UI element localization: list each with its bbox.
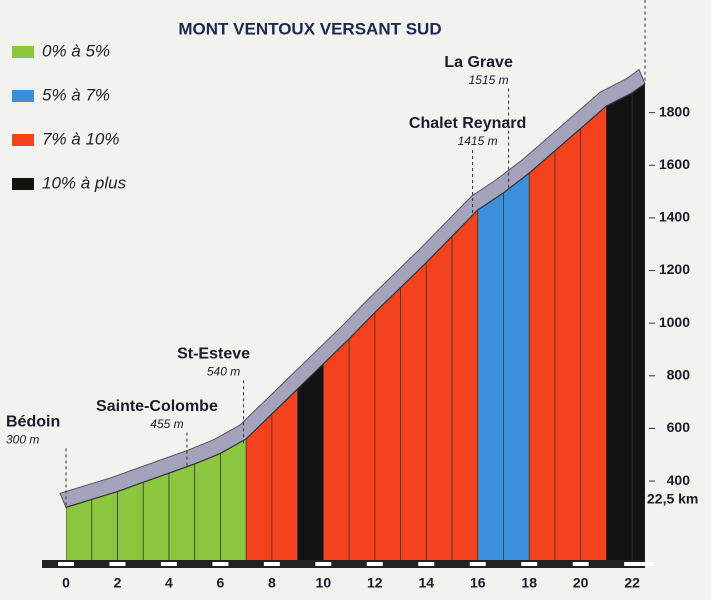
x-tick-mark	[637, 562, 653, 566]
annotation-elevation: 455 m	[150, 417, 183, 431]
legend-swatch	[12, 134, 34, 146]
annotation-elevation: 1515 m	[469, 73, 509, 87]
x-tick-mark	[521, 562, 538, 566]
x-tick-label: 4	[165, 575, 173, 591]
x-tick-label: 10	[316, 575, 332, 591]
y-tick-label: 1200	[659, 261, 690, 277]
annotation-elevation: 1415 m	[458, 134, 498, 148]
annotation-elevation: 540 m	[207, 364, 240, 378]
x-tick-label: 6	[217, 575, 225, 591]
legend-label: 7% à 10%	[42, 129, 120, 148]
gradient-segment	[529, 83, 607, 560]
legend-label: 5% à 7%	[42, 85, 110, 104]
y-tick-label: 400	[667, 472, 691, 488]
annotation-name: Sainte-Colombe	[96, 398, 218, 415]
x-tick-label: 12	[367, 575, 383, 591]
x-tick-mark	[315, 562, 332, 566]
x-tick-label: 18	[521, 575, 537, 591]
annotation-name: St-Esteve	[177, 345, 250, 362]
x-tick-mark	[418, 562, 435, 566]
x-tick-label: 0	[62, 575, 70, 591]
y-tick-label: 1600	[659, 156, 690, 172]
x-tick-mark	[212, 562, 229, 566]
x-tick-mark	[624, 562, 641, 566]
x-tick-label: 20	[573, 575, 589, 591]
y-tick-label: 1000	[659, 314, 690, 330]
x-tick-mark	[366, 562, 383, 566]
x-tick-label: 8	[268, 575, 276, 591]
x-tick-label: 22,5 km	[647, 491, 698, 507]
base-strip	[42, 560, 645, 568]
annotation-name: Chalet Reynard	[409, 115, 526, 132]
legend-label: 10% à plus	[42, 173, 127, 192]
x-tick-label: 2	[114, 575, 122, 591]
annotation-elevation: 300 m	[6, 433, 39, 447]
chart-title: MONT VENTOUX VERSANT SUD	[178, 19, 441, 38]
annotation-name: La Grave	[444, 54, 513, 71]
legend-swatch	[12, 178, 34, 190]
x-tick-mark	[263, 562, 280, 566]
x-tick-label: 14	[418, 575, 434, 591]
gradient-segment	[606, 83, 645, 560]
x-tick-mark	[109, 562, 126, 566]
x-tick-mark	[160, 562, 177, 566]
profile-line	[65, 83, 646, 508]
legend-swatch	[12, 90, 34, 102]
x-tick-label: 16	[470, 575, 486, 591]
x-tick-mark	[572, 562, 589, 566]
y-tick-label: 800	[667, 366, 691, 382]
legend-swatch	[12, 46, 34, 58]
legend-label: 0% à 5%	[42, 41, 110, 60]
y-tick-label: 1800	[659, 103, 690, 119]
annotation-name: Bédoin	[6, 414, 60, 431]
y-tick-label: 600	[667, 419, 691, 435]
y-tick-label: 1400	[659, 209, 690, 225]
x-tick-mark	[58, 562, 74, 566]
x-tick-mark	[469, 562, 486, 566]
x-tick-label: 22	[624, 575, 640, 591]
